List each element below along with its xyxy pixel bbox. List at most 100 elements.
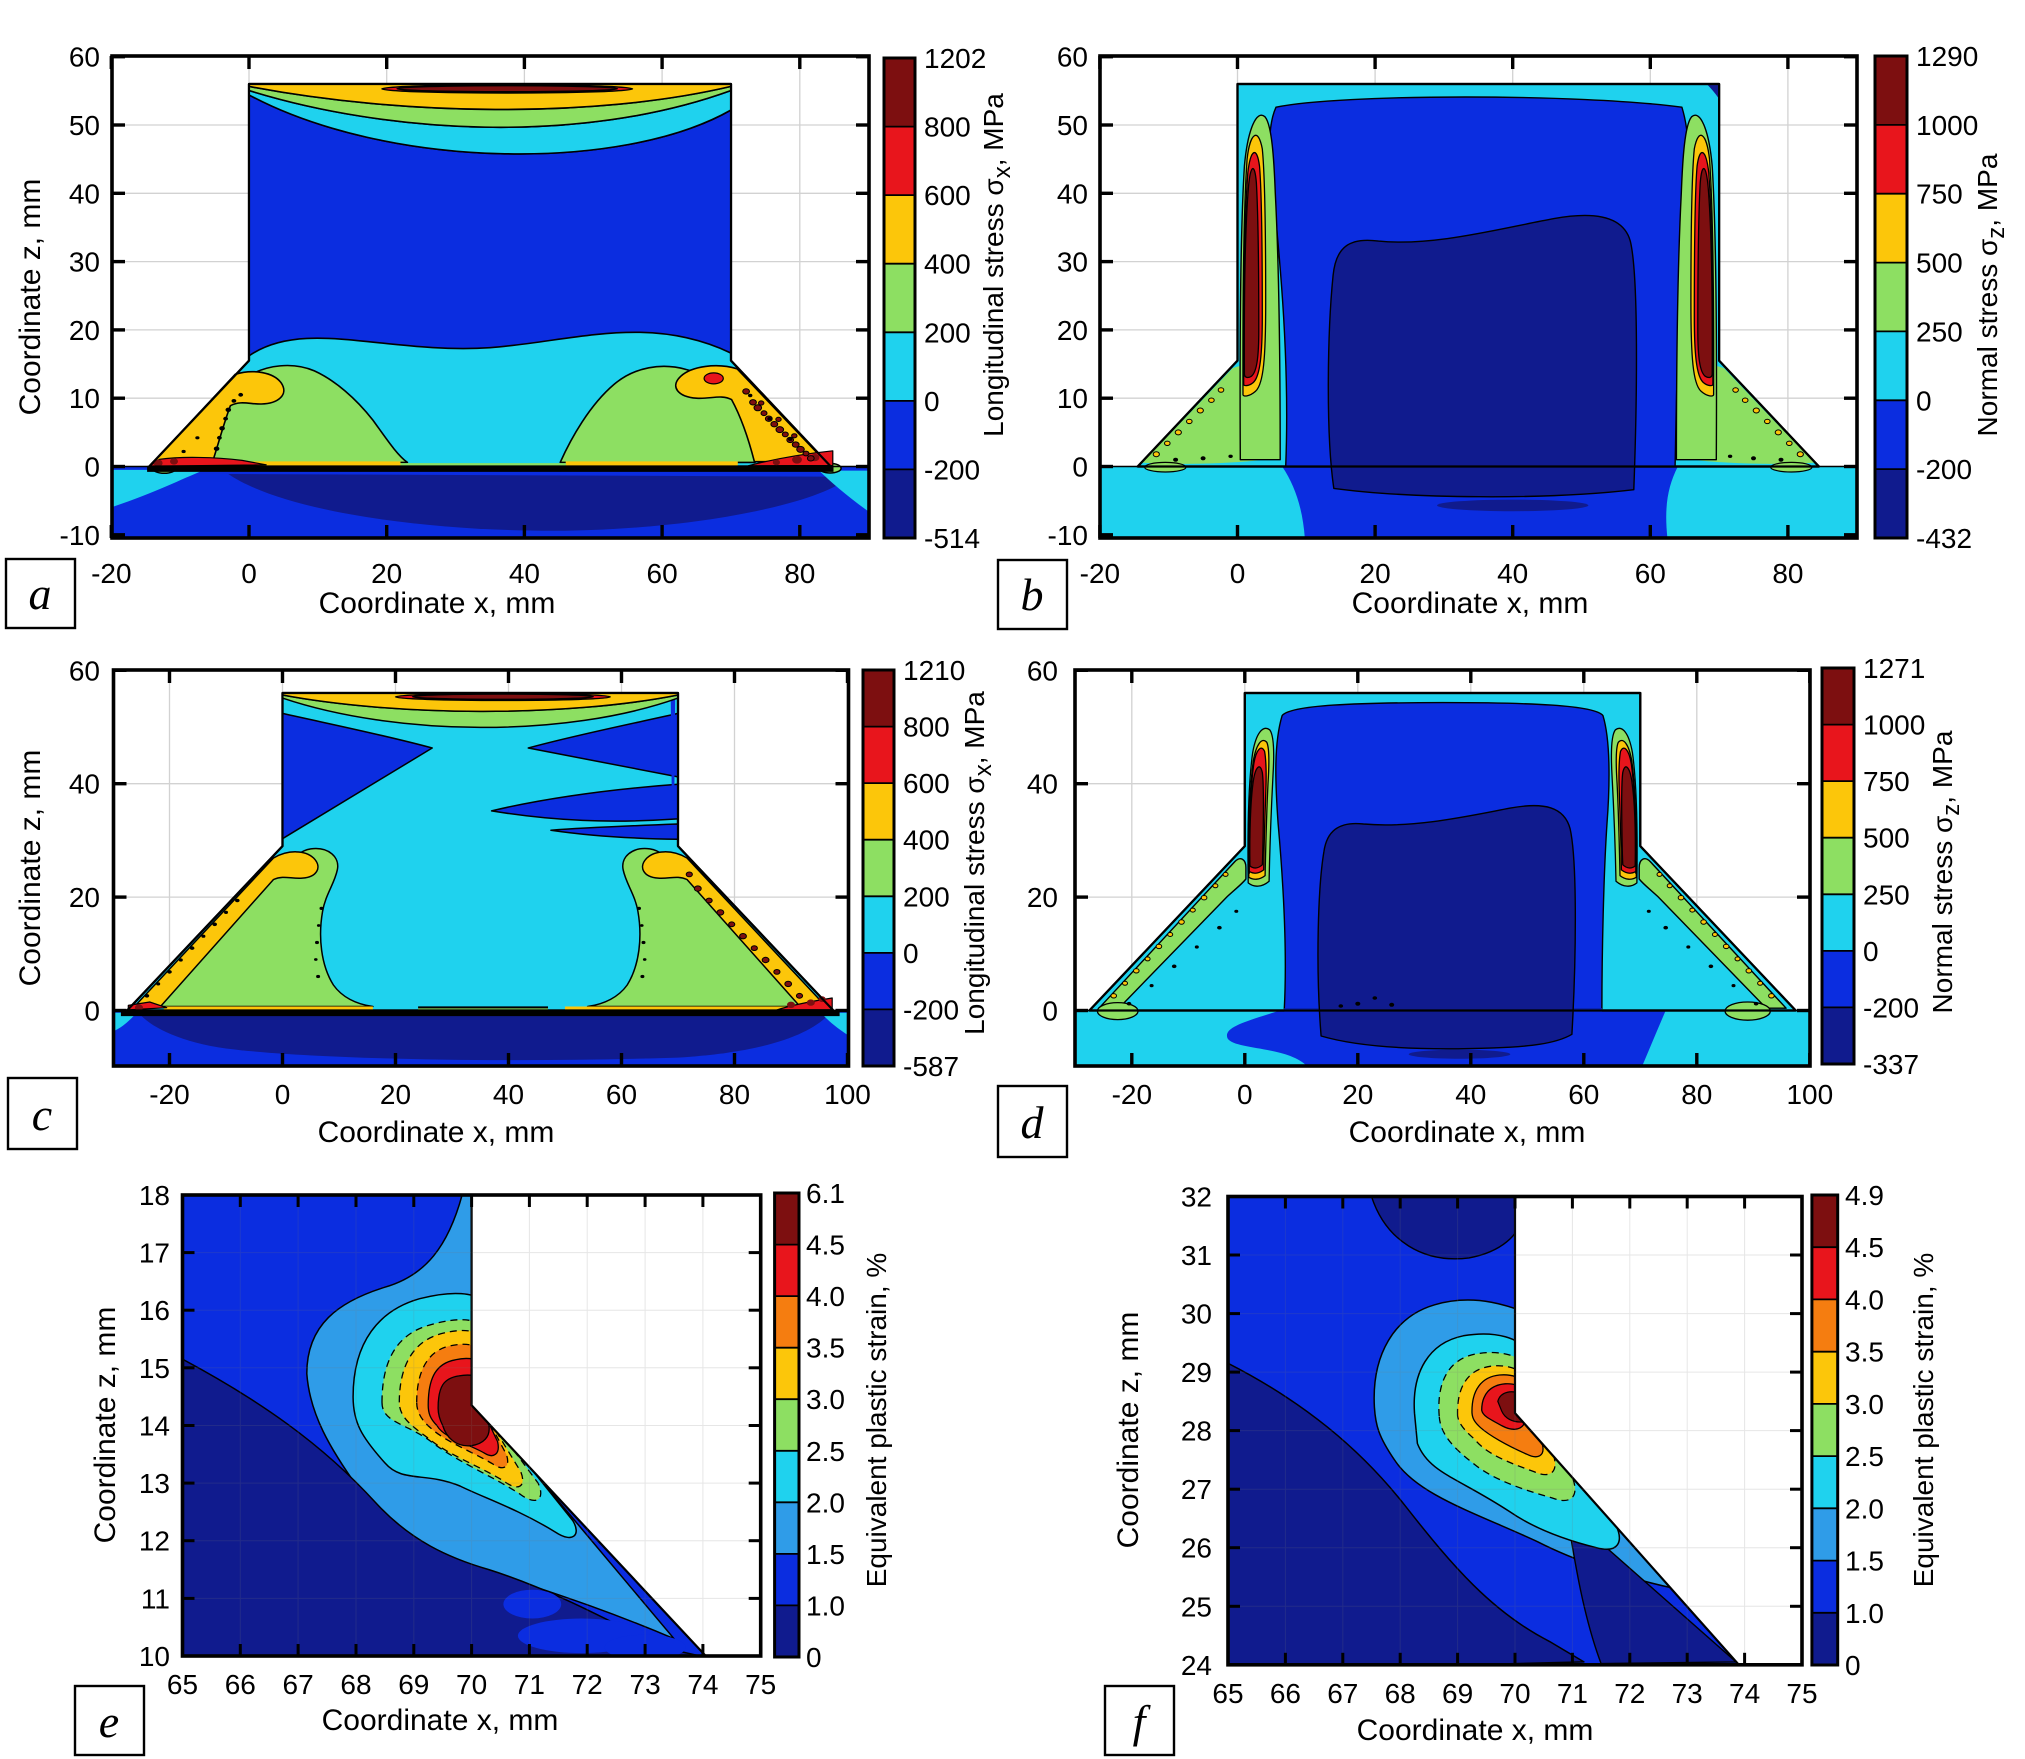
- svg-text:c: c: [32, 1089, 52, 1140]
- svg-text:Coordinate x, mm: Coordinate x, mm: [1357, 1714, 1594, 1747]
- svg-text:50: 50: [69, 110, 100, 141]
- svg-text:-432: -432: [1916, 523, 1972, 554]
- svg-text:60: 60: [69, 42, 100, 73]
- svg-text:20: 20: [1027, 882, 1058, 913]
- svg-text:31: 31: [1181, 1240, 1212, 1271]
- svg-text:70: 70: [456, 1669, 487, 1700]
- svg-text:14: 14: [139, 1411, 170, 1442]
- svg-text:2.0: 2.0: [1845, 1493, 1884, 1524]
- svg-text:-20: -20: [91, 558, 131, 589]
- svg-text:73: 73: [630, 1669, 661, 1700]
- svg-text:65: 65: [1212, 1678, 1243, 1709]
- svg-text:Coordinate x, mm: Coordinate x, mm: [318, 1116, 555, 1149]
- svg-text:10: 10: [1057, 383, 1088, 414]
- svg-text:1.0: 1.0: [1845, 1598, 1884, 1629]
- svg-text:40: 40: [493, 1079, 524, 1110]
- svg-text:28: 28: [1181, 1416, 1212, 1447]
- svg-text:75: 75: [1786, 1678, 1817, 1709]
- svg-text:1210: 1210: [903, 655, 965, 686]
- svg-text:e: e: [99, 1696, 119, 1747]
- svg-text:800: 800: [924, 112, 971, 143]
- svg-text:-200: -200: [924, 454, 980, 485]
- svg-text:Equivalent plastic strain, %: Equivalent plastic strain, %: [861, 1253, 892, 1588]
- svg-text:71: 71: [1557, 1678, 1588, 1709]
- svg-text:-10: -10: [60, 520, 100, 551]
- svg-text:500: 500: [1863, 823, 1910, 854]
- svg-text:1.5: 1.5: [806, 1539, 845, 1570]
- svg-text:32: 32: [1181, 1182, 1212, 1213]
- svg-text:24: 24: [1181, 1650, 1212, 1681]
- svg-text:10: 10: [69, 383, 100, 414]
- svg-text:Coordinate x, mm: Coordinate x, mm: [322, 1704, 559, 1737]
- svg-text:-200: -200: [1916, 454, 1972, 485]
- svg-text:10: 10: [139, 1641, 170, 1672]
- svg-text:71: 71: [514, 1669, 545, 1700]
- svg-text:4.9: 4.9: [1845, 1180, 1884, 1211]
- svg-text:1.5: 1.5: [1845, 1546, 1884, 1577]
- svg-text:18: 18: [139, 1180, 170, 1211]
- svg-text:b: b: [1021, 569, 1044, 620]
- svg-text:11: 11: [141, 1583, 170, 1614]
- svg-text:60: 60: [606, 1079, 637, 1110]
- svg-text:26: 26: [1181, 1533, 1212, 1564]
- svg-text:500: 500: [1916, 248, 1963, 279]
- svg-text:60: 60: [1027, 655, 1058, 686]
- svg-text:3.0: 3.0: [806, 1384, 845, 1415]
- svg-text:20: 20: [1342, 1079, 1373, 1110]
- svg-text:80: 80: [784, 558, 815, 589]
- svg-text:20: 20: [69, 315, 100, 346]
- svg-text:80: 80: [1772, 558, 1803, 589]
- svg-text:25: 25: [1181, 1591, 1212, 1622]
- svg-text:1271: 1271: [1863, 653, 1925, 684]
- svg-text:-20: -20: [1080, 558, 1120, 589]
- svg-text:69: 69: [1442, 1678, 1473, 1709]
- svg-text:66: 66: [225, 1669, 256, 1700]
- svg-text:0: 0: [1230, 558, 1246, 589]
- svg-text:60: 60: [647, 558, 678, 589]
- svg-text:0: 0: [1237, 1079, 1253, 1110]
- svg-text:2.5: 2.5: [1845, 1441, 1884, 1472]
- svg-text:Coordinate x, mm: Coordinate x, mm: [1352, 587, 1589, 620]
- svg-text:Coordinate x, mm: Coordinate x, mm: [1349, 1116, 1586, 1149]
- svg-text:100: 100: [824, 1079, 871, 1110]
- svg-text:40: 40: [1455, 1079, 1486, 1110]
- svg-text:0: 0: [275, 1079, 291, 1110]
- svg-text:-337: -337: [1863, 1049, 1919, 1080]
- svg-text:200: 200: [924, 317, 971, 348]
- svg-text:16: 16: [139, 1295, 170, 1326]
- svg-text:50: 50: [1057, 110, 1088, 141]
- svg-text:60: 60: [1635, 558, 1666, 589]
- svg-text:80: 80: [719, 1079, 750, 1110]
- svg-text:12: 12: [139, 1526, 170, 1557]
- svg-text:20: 20: [371, 558, 402, 589]
- svg-text:60: 60: [1568, 1079, 1599, 1110]
- svg-text:72: 72: [1614, 1678, 1645, 1709]
- svg-text:1290: 1290: [1916, 41, 1978, 72]
- svg-text:400: 400: [924, 249, 971, 280]
- svg-text:72: 72: [572, 1669, 603, 1700]
- svg-text:40: 40: [1027, 769, 1058, 800]
- svg-text:Coordinate z, mm: Coordinate z, mm: [1112, 1312, 1145, 1549]
- svg-text:a: a: [29, 568, 52, 619]
- svg-text:0: 0: [84, 996, 100, 1027]
- svg-text:1202: 1202: [924, 43, 986, 74]
- svg-text:20: 20: [1360, 558, 1391, 589]
- svg-text:73: 73: [1672, 1678, 1703, 1709]
- svg-text:100: 100: [1786, 1079, 1833, 1110]
- svg-text:20: 20: [69, 882, 100, 913]
- svg-text:0: 0: [1863, 936, 1879, 967]
- svg-text:0: 0: [924, 386, 940, 417]
- svg-text:3.0: 3.0: [1845, 1389, 1884, 1420]
- svg-text:69: 69: [398, 1669, 429, 1700]
- svg-text:-20: -20: [149, 1079, 189, 1110]
- svg-text:Coordinate z, mm: Coordinate z, mm: [89, 1307, 122, 1544]
- svg-text:d: d: [1021, 1097, 1045, 1148]
- svg-text:250: 250: [1863, 879, 1910, 910]
- svg-text:60: 60: [69, 655, 100, 686]
- svg-text:-20: -20: [1112, 1079, 1152, 1110]
- svg-text:74: 74: [687, 1669, 718, 1700]
- svg-text:68: 68: [340, 1669, 371, 1700]
- svg-text:-200: -200: [903, 994, 959, 1025]
- svg-text:2.5: 2.5: [806, 1436, 845, 1467]
- svg-text:Coordinate z, mm: Coordinate z, mm: [14, 179, 47, 416]
